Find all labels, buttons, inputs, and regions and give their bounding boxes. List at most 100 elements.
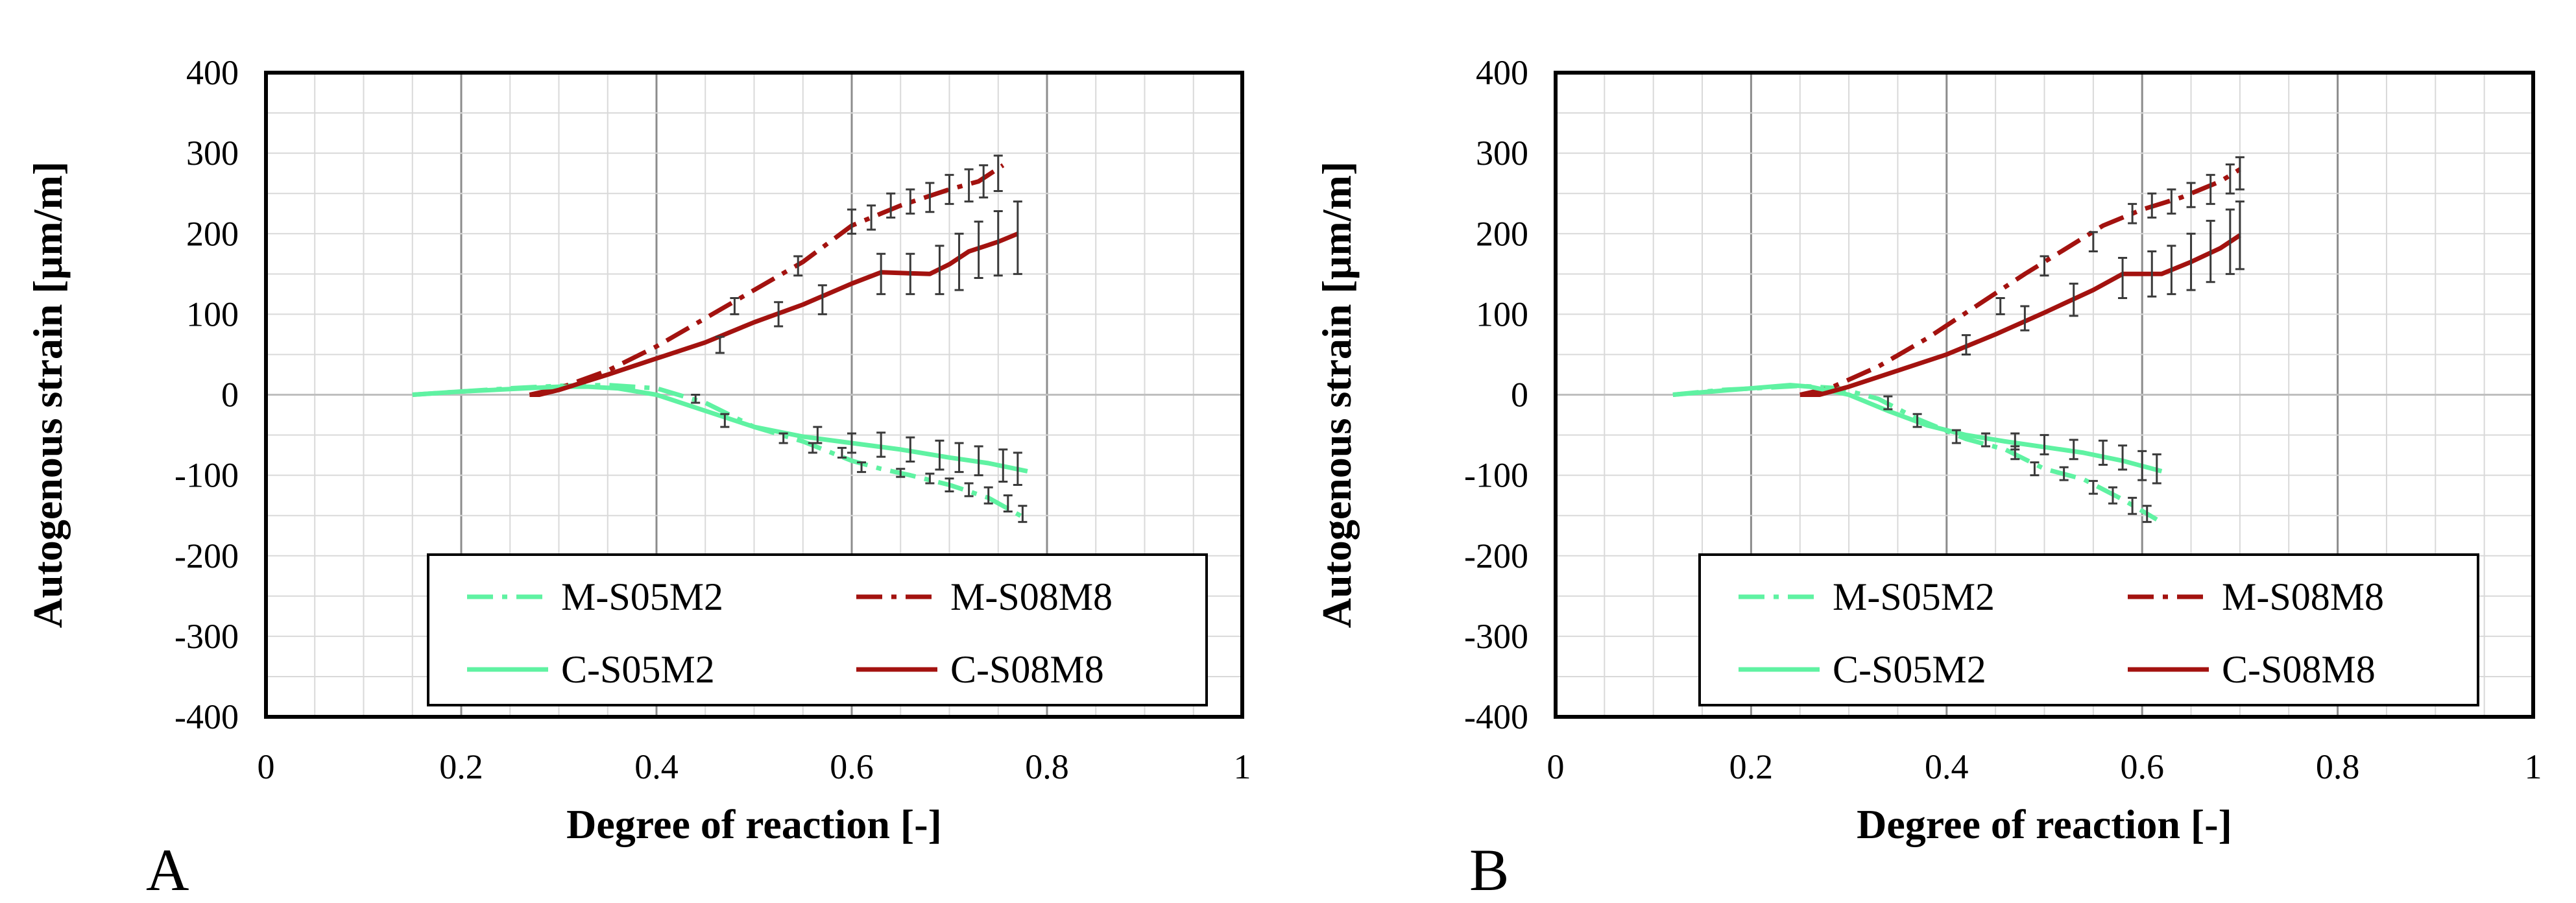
y-tick-label: 0 xyxy=(221,376,239,415)
error-bar-m-s05m2 xyxy=(1912,413,1922,428)
error-bar-m-s05m2 xyxy=(2059,466,2069,481)
error-bar-m-s05m2 xyxy=(964,482,974,498)
error-bar-c-s08m8 xyxy=(2186,232,2196,291)
series-line-m-s05m2 xyxy=(412,383,1029,522)
error-bar-c-s05m2 xyxy=(935,439,945,471)
y-tick-label: 200 xyxy=(186,214,239,253)
error-bar-c-s08m8 xyxy=(935,245,945,295)
error-bar-m-s08m8 xyxy=(964,168,974,203)
legend-label-m-s05m2: M-S05M2 xyxy=(1833,575,1995,618)
error-bar-m-s08m8 xyxy=(2040,255,2049,277)
y-tick-label: 400 xyxy=(1476,53,1528,92)
error-bar-m-s05m2 xyxy=(2142,505,2152,524)
error-bar-m-s05m2 xyxy=(720,413,730,428)
legend-box xyxy=(1698,553,2479,706)
error-bar-m-s05m2 xyxy=(1003,494,1013,512)
error-bar-c-s08m8 xyxy=(2020,305,2030,331)
error-bar-c-s08m8 xyxy=(2235,200,2245,271)
error-bar-m-s08m8 xyxy=(2088,231,2098,253)
y-tick-label: 100 xyxy=(186,295,239,333)
error-bar-m-s08m8 xyxy=(867,204,876,231)
x-tick-label: 0 xyxy=(258,747,275,786)
panel-label: B xyxy=(1469,837,1509,903)
x-tick-label: 1 xyxy=(1234,747,1251,786)
error-bar-m-s08m8 xyxy=(2206,174,2215,205)
panel-label: A xyxy=(146,837,189,903)
error-bar-c-s08m8 xyxy=(876,252,886,295)
error-bar-m-s08m8 xyxy=(979,164,989,199)
error-bar-c-s08m8 xyxy=(1013,200,1022,275)
error-bar-m-s08m8 xyxy=(993,154,1003,192)
legend-label-c-s08m8: C-S08M8 xyxy=(950,648,1104,691)
error-bar-c-s08m8 xyxy=(954,232,964,291)
error-bar-c-s08m8 xyxy=(2167,245,2176,295)
y-axis-label: Autogenous strain [µm/m] xyxy=(25,162,71,629)
error-bar-c-s05m2 xyxy=(2118,444,2128,471)
legend-label-c-s05m2: C-S05M2 xyxy=(1833,648,1986,691)
y-tick-label: -100 xyxy=(175,456,239,495)
y-tick-label: 0 xyxy=(1511,376,1528,415)
error-bar-c-s05m2 xyxy=(2137,450,2147,481)
error-bar-m-s08m8 xyxy=(2225,163,2235,195)
error-bar-c-s08m8 xyxy=(2225,208,2235,275)
error-bar-c-s08m8 xyxy=(974,221,983,280)
error-bar-c-s05m2 xyxy=(813,426,823,444)
error-bar-m-s05m2 xyxy=(2128,496,2137,515)
y-tick-label: -300 xyxy=(175,617,239,656)
error-bar-c-s05m2 xyxy=(1013,451,1022,487)
error-bar-m-s05m2 xyxy=(691,394,701,404)
x-tick-label: 0.2 xyxy=(1729,747,1774,786)
error-bar-m-s05m2 xyxy=(2108,486,2117,505)
error-bar-c-s05m2 xyxy=(2010,432,2020,451)
error-bar-c-s05m2 xyxy=(876,431,886,458)
error-bar-m-s05m2 xyxy=(2030,461,2040,477)
error-bar-c-s08m8 xyxy=(906,252,915,295)
x-tick-label: 1 xyxy=(2525,747,2542,786)
error-bar-c-s05m2 xyxy=(2098,439,2108,466)
error-bar-m-s08m8 xyxy=(847,208,856,235)
error-bar-c-s05m2 xyxy=(2069,439,2078,461)
error-bar-m-s05m2 xyxy=(983,486,993,505)
error-bar-m-s05m2 xyxy=(2088,479,2098,495)
error-bar-m-s05m2 xyxy=(896,468,906,478)
error-bar-c-s05m2 xyxy=(998,448,1008,483)
error-bar-c-s08m8 xyxy=(817,284,827,315)
series-line-c-s05m2 xyxy=(412,384,1028,474)
error-bar-m-s08m8 xyxy=(2128,202,2137,224)
error-bar-m-s08m8 xyxy=(945,174,954,205)
error-bar-m-s08m8 xyxy=(2167,188,2176,215)
legend-label-m-s08m8: M-S08M8 xyxy=(950,575,1113,618)
x-tick-label: 0.2 xyxy=(439,747,483,786)
error-bar-m-s05m2 xyxy=(837,446,847,459)
y-tick-label: 300 xyxy=(186,134,239,173)
x-tick-label: 0.8 xyxy=(1025,747,1069,786)
x-tick-label: 0.6 xyxy=(2120,747,2164,786)
plot-frame xyxy=(1554,71,2535,719)
error-bar-m-s08m8 xyxy=(2235,156,2245,191)
error-bar-m-s08m8 xyxy=(1995,297,2005,315)
legend-box xyxy=(427,553,1208,706)
chart-panel-b: 400 300 200 100 0 -100 -200 -300 -400 0 0.2 0.4 0.6 0… xyxy=(1314,53,2542,903)
error-bar-c-s05m2 xyxy=(2152,453,2161,485)
error-bar-m-s05m2 xyxy=(1951,429,1961,444)
y-tick-label: 300 xyxy=(1476,134,1528,173)
error-bar-m-s05m2 xyxy=(1018,505,1028,524)
y-tick-label: -200 xyxy=(1464,536,1528,575)
error-bar-m-s05m2 xyxy=(925,472,935,485)
error-bar-c-s08m8 xyxy=(2147,250,2157,298)
series-line-m-s08m8 xyxy=(1800,167,2241,397)
y-tick-label: -400 xyxy=(1464,697,1528,736)
error-bar-m-s08m8 xyxy=(2147,192,2157,219)
error-bar-m-s05m2 xyxy=(1883,395,1893,411)
x-tick-label: 0.8 xyxy=(2316,747,2360,786)
error-bar-m-s05m2 xyxy=(945,477,954,492)
error-bar-c-s08m8 xyxy=(715,335,725,354)
error-bar-c-s05m2 xyxy=(906,436,915,463)
y-tick-label: -200 xyxy=(175,536,239,575)
error-bar-m-s08m8 xyxy=(925,182,935,213)
legend-label-c-s08m8: C-S08M8 xyxy=(2222,648,2376,691)
error-bar-m-s05m2 xyxy=(857,461,867,474)
legend-label-m-s08m8: M-S08M8 xyxy=(2222,575,2384,618)
error-bar-c-s05m2 xyxy=(954,442,964,474)
